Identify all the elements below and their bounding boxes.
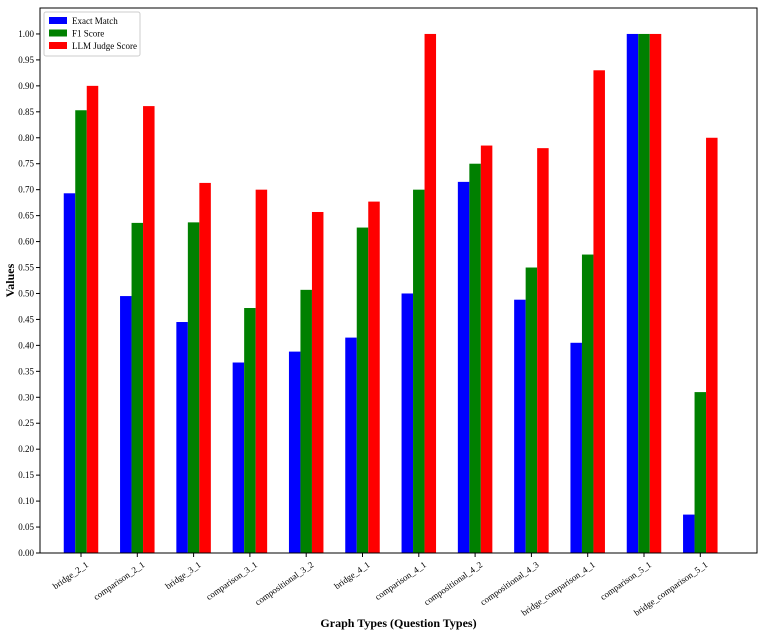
- bar-f1-score-bridge-2-1: [75, 110, 87, 553]
- y-tick-label: 0.15: [18, 470, 34, 480]
- bar-exact-match-bridge-comparison-4-1: [570, 342, 582, 553]
- x-tick-label-compositional-3-2: compositional_3_2: [253, 559, 315, 607]
- y-tick-label: 0.85: [18, 107, 34, 117]
- bar-f1-score-bridge-comparison-5-1: [694, 392, 707, 553]
- bar-llm-judge-score-comparison-4-1: [424, 33, 437, 553]
- bar-exact-match-comparison-4-1: [401, 293, 414, 553]
- bar-exact-match-bridge-2-1: [63, 193, 76, 554]
- y-tick-label: 1.00: [18, 29, 34, 39]
- x-axis: bridge_2_1 comparison_2_1 bridge_3_1 compar…: [51, 553, 709, 618]
- y-tick-label: 0.30: [18, 392, 34, 402]
- bar-llm-judge-score-comparison-2-1: [143, 106, 155, 553]
- x-tick-label-comparison-5-1: comparison_5_1: [598, 559, 653, 602]
- x-tick-label-bridge-3-1: bridge_3_1: [163, 559, 202, 591]
- bar-f1-score-comparison-2-1: [131, 222, 144, 553]
- bar-exact-match-compositional-4-3: [514, 299, 526, 553]
- legend-swatch-f1-score: [49, 29, 67, 37]
- legend-swatch-llm-judge-score: [49, 42, 67, 49]
- bar-llm-judge-score-bridge-3-1: [199, 182, 211, 554]
- y-tick-label: 0.10: [18, 496, 34, 506]
- bar-f1-score-comparison-4-1: [413, 189, 425, 554]
- x-tick-label-bridge-4-1: bridge_4_1: [332, 559, 371, 591]
- bar-f1-score-bridge-3-1: [187, 222, 200, 553]
- bar-exact-match-compositional-4-2: [457, 181, 470, 553]
- x-tick-label-comparison-3-1: comparison_3_1: [204, 559, 259, 602]
- y-tick-label: 0.75: [18, 159, 34, 169]
- x-tick-label-compositional-4-2: compositional_4_2: [422, 559, 484, 607]
- bar-exact-match-bridge-3-1: [176, 322, 188, 553]
- legend-box: [43, 11, 141, 57]
- bar-llm-judge-score-bridge-2-1: [86, 85, 99, 554]
- legend-label-f1-score: F1 Score: [72, 29, 104, 39]
- bar-f1-score-bridge-4-1: [356, 227, 369, 553]
- x-axis-title: Graph Types (Question Types): [320, 616, 476, 630]
- y-tick-label: 0.65: [18, 211, 34, 221]
- y-tick-label: 0.60: [18, 237, 34, 247]
- y-tick-label: 0.35: [18, 366, 34, 376]
- bar-llm-judge-score-compositional-4-2: [480, 145, 493, 554]
- y-tick-label: 0.05: [18, 522, 34, 532]
- y-tick-label: 0.80: [18, 133, 34, 143]
- legend-label-llm-judge-score: LLM Judge Score: [72, 41, 137, 51]
- x-tick-label-comparison-2-1: comparison_2_1: [92, 559, 147, 602]
- bar-f1-score-compositional-4-2: [469, 163, 481, 553]
- bar-f1-score-compositional-3-2: [300, 289, 312, 553]
- bar-llm-judge-score-comparison-5-1: [649, 33, 662, 553]
- bar-llm-judge-score-comparison-3-1: [255, 189, 268, 554]
- bar-llm-judge-score-compositional-3-2: [311, 211, 324, 554]
- bar-exact-match-bridge-comparison-5-1: [683, 514, 695, 553]
- legend-swatch-exact-match: [49, 17, 67, 24]
- bars-group: [63, 33, 718, 554]
- y-tick-label: 0.20: [18, 444, 34, 454]
- y-tick-label: 0.50: [18, 288, 34, 298]
- bar-llm-judge-score-bridge-4-1: [368, 201, 380, 553]
- bar-f1-score-compositional-4-3: [525, 267, 538, 553]
- bar-llm-judge-score-compositional-4-3: [537, 148, 549, 553]
- legend-label-exact-match: Exact Match: [72, 16, 118, 26]
- y-tick-label: 0.55: [18, 263, 34, 273]
- y-tick-label: 0.00: [18, 548, 34, 558]
- bar-f1-score-bridge-comparison-4-1: [581, 254, 594, 554]
- bar-exact-match-bridge-4-1: [345, 337, 357, 553]
- x-tick-label-comparison-4-1: comparison_4_1: [373, 559, 428, 602]
- x-tick-label-bridge-2-1: bridge_2_1: [51, 559, 90, 591]
- bar-exact-match-comparison-2-1: [120, 296, 132, 553]
- bar-llm-judge-score-bridge-comparison-5-1: [706, 137, 718, 553]
- y-tick-label: 0.70: [18, 185, 34, 195]
- y-tick-label: 0.90: [18, 81, 34, 91]
- bar-exact-match-comparison-5-1: [626, 33, 639, 553]
- y-tick-label: 0.25: [18, 418, 34, 428]
- plot-frame: [39, 7, 758, 554]
- bar-f1-score-comparison-3-1: [244, 308, 256, 553]
- y-axis: 0.00 0.05 0.10 0.15 0.20 0.25 0.30 0.35 0.40 0.45…: [18, 29, 40, 558]
- bar-f1-score-comparison-5-1: [638, 33, 650, 553]
- bar-exact-match-compositional-3-2: [288, 351, 301, 553]
- y-axis-title: Values: [3, 263, 17, 297]
- y-tick-label: 0.40: [18, 340, 34, 350]
- y-tick-label: 0.45: [18, 314, 34, 324]
- y-tick-label: 0.95: [18, 55, 34, 65]
- bar-llm-judge-score-bridge-comparison-4-1: [593, 70, 605, 553]
- bar-exact-match-comparison-3-1: [232, 362, 245, 553]
- legend: Exact Match F1 Score LLM Judge Score: [43, 11, 141, 57]
